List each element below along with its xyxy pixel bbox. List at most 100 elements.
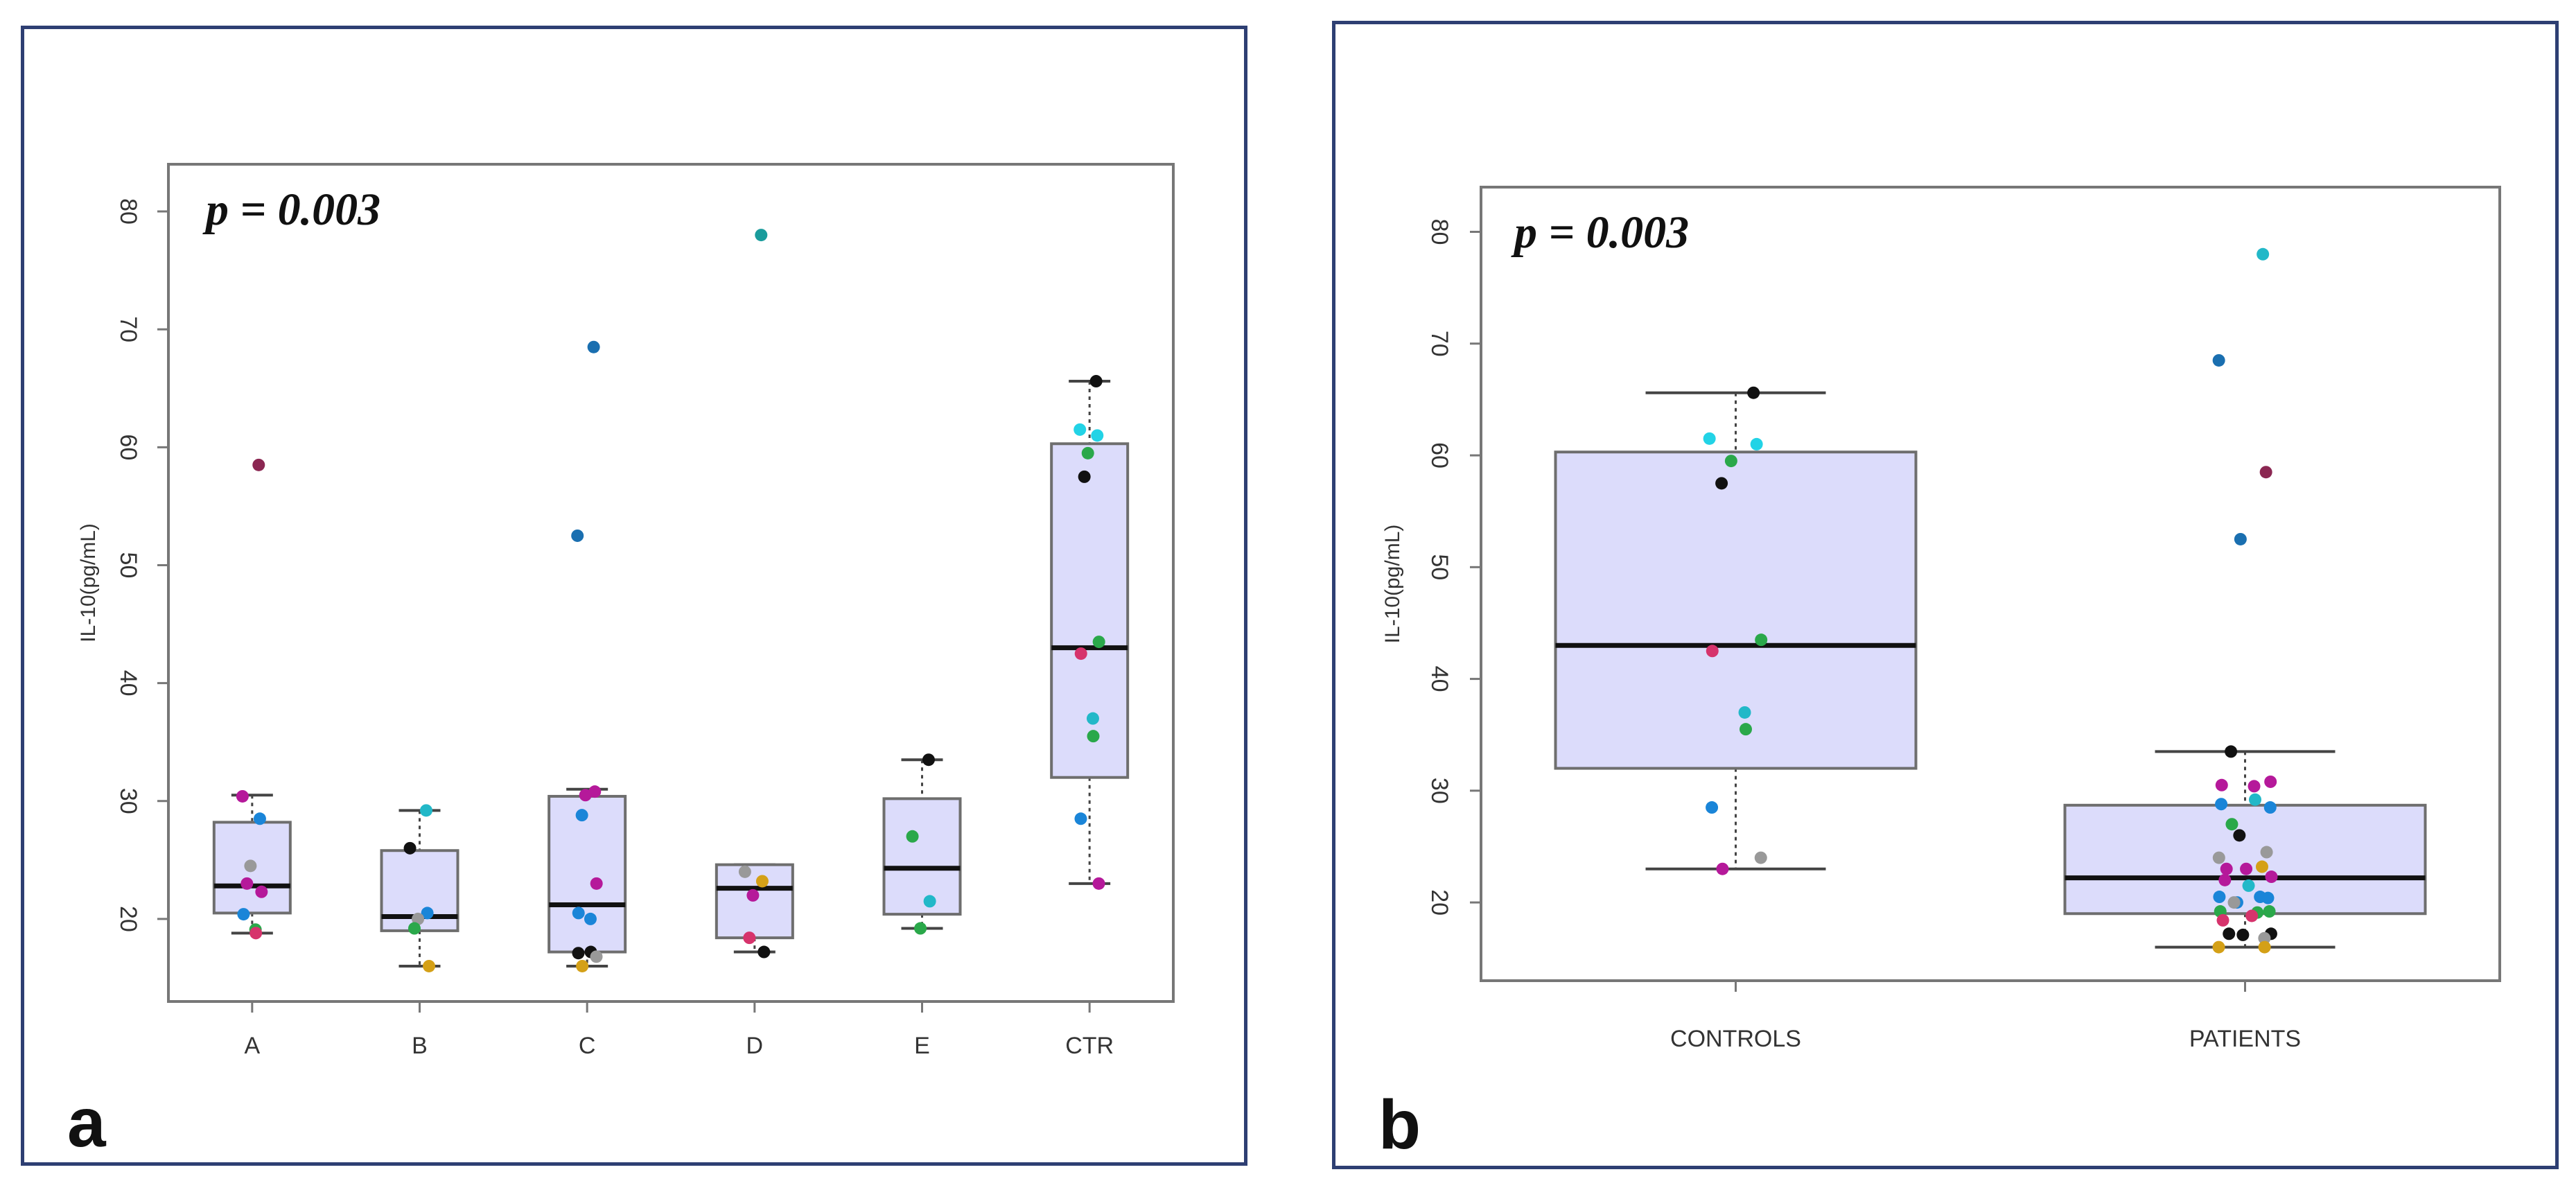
box-patients (2063, 750, 2427, 949)
y-tick-label-50: 50 (1426, 554, 1453, 580)
data-point-controls-12 (1716, 862, 1729, 875)
plot-frame (1480, 186, 2501, 982)
y-tick-label-20: 20 (1426, 889, 1453, 916)
data-point-a-3 (253, 812, 266, 825)
data-point-ctr-9 (1087, 730, 1100, 743)
box-iqr (1554, 450, 1918, 770)
data-point-patients-26 (2227, 896, 2241, 909)
box-iqr (547, 794, 627, 954)
y-tick-label-80: 80 (115, 198, 141, 225)
data-point-patients-34 (2236, 928, 2250, 941)
data-point-patients-4 (2234, 532, 2247, 545)
data-point-controls-6 (1755, 633, 1768, 647)
x-tick-label-b: B (412, 1033, 428, 1059)
data-point-d-4 (746, 889, 760, 902)
data-point-controls-9 (1740, 723, 1753, 736)
data-point-patients-24 (2261, 891, 2275, 904)
data-point-ctr-1 (1089, 375, 1103, 388)
data-point-e-4 (914, 922, 927, 935)
data-point-ctr-10 (1074, 812, 1087, 825)
y-tick-label-80: 80 (1426, 219, 1453, 245)
y-axis-title: IL-10(pg/mL) (1381, 525, 1404, 644)
box-b (380, 809, 459, 968)
data-point-controls-2 (1703, 432, 1716, 445)
data-point-b-5 (408, 922, 421, 935)
data-point-controls-8 (1738, 706, 1751, 719)
data-point-a-2 (236, 789, 249, 803)
boxplot-b: 20 30 40 50 60 70 80 IL-10(pg/mL) CONTROLS PATIEN… (1381, 186, 2501, 1052)
data-point-d-6 (757, 945, 771, 959)
data-point-controls-4 (1724, 455, 1737, 468)
data-point-c-6 (590, 877, 603, 890)
data-point-c-11 (590, 950, 603, 963)
data-point-a-9 (249, 927, 263, 940)
data-point-c-5 (575, 809, 588, 822)
data-point-b-3 (421, 907, 434, 920)
data-point-b-4 (412, 912, 425, 925)
x-tick-label-controls: CONTROLS (1670, 1026, 1801, 1052)
data-point-c-7 (572, 907, 585, 920)
y-tick-label-20: 20 (115, 906, 141, 932)
data-point-patients-5 (2225, 745, 2238, 758)
data-point-ctr-5 (1078, 470, 1091, 483)
data-point-b-1 (419, 804, 432, 817)
data-point-ctr-6 (1092, 636, 1105, 649)
data-point-ctr-7 (1074, 647, 1087, 660)
data-point-patients-19 (2265, 870, 2278, 884)
box-iqr (882, 797, 962, 916)
data-point-patients-33 (2223, 927, 2236, 940)
data-point-c-8 (584, 912, 597, 925)
panel-letter-a: a (67, 1084, 106, 1162)
data-point-patients-20 (2218, 873, 2232, 886)
data-point-c-2 (571, 529, 584, 542)
data-point-patients-21 (2242, 879, 2255, 892)
data-point-ctr-11 (1092, 877, 1105, 890)
boxplot-a: 20 30 40 50 60 70 80 IL-10(pg/mL) A B C D E CTR p = 0.… (77, 163, 1175, 1059)
y-tick-label-40: 40 (1426, 666, 1453, 692)
x-tick-label-c: C (579, 1033, 596, 1059)
p-value-label: p = 0.003 (202, 184, 380, 235)
y-tick-label-60: 60 (115, 434, 141, 460)
data-point-ctr-3 (1091, 429, 1104, 442)
data-point-ctr-8 (1086, 712, 1099, 725)
box-iqr (1050, 442, 1130, 779)
data-point-e-3 (923, 895, 936, 908)
data-point-patients-10 (2215, 798, 2228, 811)
data-point-a-4 (244, 859, 257, 873)
y-tick-label-40: 40 (115, 670, 141, 697)
data-point-e-1 (922, 753, 935, 767)
data-point-patients-9 (2249, 793, 2261, 806)
data-point-patients-11 (2263, 801, 2277, 814)
data-point-ctr-2 (1074, 423, 1087, 436)
data-point-patients-35 (2258, 931, 2271, 945)
y-axis-title: IL-10(pg/mL) (77, 523, 100, 642)
data-point-patients-17 (2240, 862, 2253, 875)
data-point-patients-3 (2259, 466, 2272, 479)
p-value-label: p = 0.003 (1511, 207, 1689, 258)
panel-a: 20 30 40 50 60 70 80 IL-10(pg/mL) A B C D E CTR p = 0.… (21, 26, 1247, 1166)
box-e (882, 758, 962, 930)
x-tick-label-d: D (746, 1033, 764, 1059)
x-tick-label-ctr: CTR (1065, 1033, 1114, 1059)
x-tick-label-a: A (244, 1033, 260, 1059)
data-point-patients-12 (2225, 818, 2238, 831)
data-point-d-3 (755, 875, 769, 888)
data-point-patients-16 (2255, 860, 2268, 873)
data-point-patients-27 (2263, 905, 2276, 918)
data-point-ctr-4 (1081, 446, 1094, 460)
data-point-controls-7 (1706, 645, 1719, 658)
data-point-c-1 (587, 340, 600, 353)
data-point-patients-23 (2213, 891, 2226, 904)
data-point-patients-2 (2212, 353, 2225, 367)
data-point-b-2 (403, 841, 417, 855)
data-point-patients-37 (2258, 940, 2271, 954)
panel-b: 20 30 40 50 60 70 80 IL-10(pg/mL) CONTROLS PATIEN… (1332, 21, 2559, 1169)
data-point-patients-14 (2260, 846, 2273, 859)
data-point-c-10 (572, 947, 585, 960)
plot-frame (167, 163, 1175, 1003)
data-point-patients-30 (2245, 909, 2259, 922)
data-point-a-1 (252, 458, 265, 471)
data-point-controls-11 (1754, 851, 1767, 864)
data-point-patients-15 (2212, 851, 2225, 864)
data-point-controls-3 (1750, 437, 1763, 450)
